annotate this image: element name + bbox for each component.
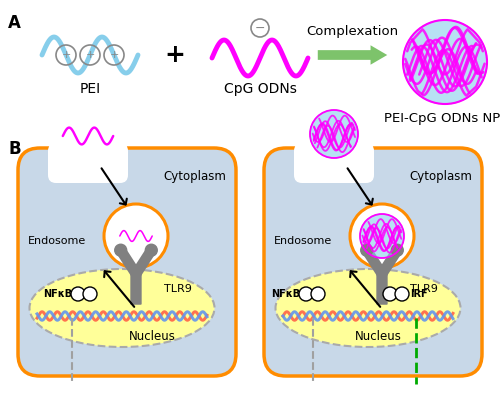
Circle shape: [83, 287, 97, 301]
Text: Complexation: Complexation: [306, 25, 398, 38]
FancyArrowPatch shape: [318, 45, 387, 65]
Circle shape: [310, 110, 358, 158]
FancyBboxPatch shape: [264, 148, 482, 376]
Text: NFκB: NFκB: [43, 289, 72, 299]
Text: PEI: PEI: [80, 82, 100, 96]
FancyBboxPatch shape: [48, 143, 128, 183]
FancyBboxPatch shape: [18, 148, 236, 376]
Text: A: A: [8, 14, 21, 32]
Circle shape: [299, 287, 313, 301]
Text: NFκB: NFκB: [271, 289, 300, 299]
FancyBboxPatch shape: [130, 273, 141, 305]
FancyBboxPatch shape: [294, 143, 374, 183]
Text: +: +: [62, 50, 70, 60]
Text: TLR9: TLR9: [410, 284, 438, 294]
Circle shape: [360, 214, 404, 258]
Text: B: B: [8, 140, 20, 158]
Circle shape: [71, 287, 85, 301]
Text: IRF: IRF: [410, 289, 428, 299]
Circle shape: [104, 204, 168, 268]
Circle shape: [350, 204, 414, 268]
Text: +: +: [86, 50, 94, 60]
Text: Nucleus: Nucleus: [354, 329, 402, 343]
Text: TLR9: TLR9: [164, 284, 192, 294]
Circle shape: [383, 287, 397, 301]
Text: Cytoplasm: Cytoplasm: [163, 170, 226, 183]
Text: Endosome: Endosome: [28, 236, 86, 246]
Text: PEI-CpG ODNs NPs: PEI-CpG ODNs NPs: [384, 112, 500, 125]
Circle shape: [395, 287, 409, 301]
Circle shape: [361, 244, 372, 256]
Circle shape: [115, 244, 126, 256]
Text: Cytoplasm: Cytoplasm: [409, 170, 472, 183]
Circle shape: [311, 287, 325, 301]
Circle shape: [146, 244, 157, 256]
Text: +: +: [164, 43, 186, 67]
Text: Endosome: Endosome: [274, 236, 332, 246]
Text: −: −: [255, 21, 265, 34]
Ellipse shape: [30, 269, 214, 347]
Circle shape: [403, 20, 487, 104]
Circle shape: [392, 244, 403, 256]
Text: Nucleus: Nucleus: [128, 329, 176, 343]
Ellipse shape: [276, 269, 460, 347]
Text: CpG ODNs: CpG ODNs: [224, 82, 296, 96]
Text: +: +: [110, 50, 118, 60]
FancyBboxPatch shape: [376, 273, 388, 305]
